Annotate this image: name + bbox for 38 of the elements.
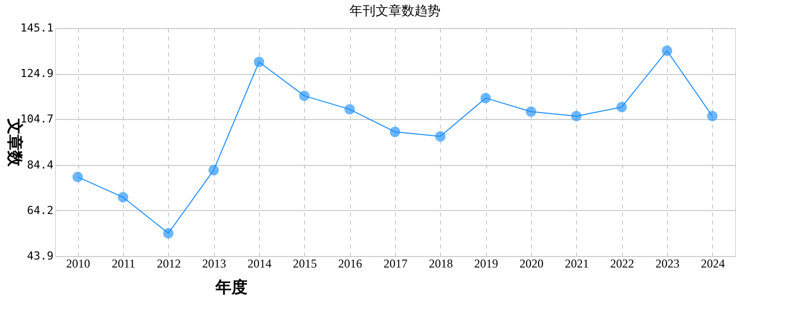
x-tick-label: 2023 <box>656 256 680 270</box>
x-tick-label: 2016 <box>338 256 362 270</box>
point <box>390 126 400 138</box>
x-tick-label: 2019 <box>474 256 498 270</box>
x-tick-label: 2022 <box>610 256 634 270</box>
x-tick-label: 2010 <box>66 256 90 270</box>
point <box>72 172 83 182</box>
y-tick-label: 145.1 <box>20 22 54 34</box>
x-tick-label: 2018 <box>428 256 453 270</box>
point <box>707 110 718 122</box>
x-tick-label: 2021 <box>564 256 589 270</box>
y-tick-label: 43.9 <box>27 250 54 262</box>
point <box>435 131 446 142</box>
point <box>616 102 627 112</box>
x-tick-label: 2011 <box>112 256 136 270</box>
point <box>662 46 672 56</box>
point <box>480 92 491 104</box>
y-axis-title: 文章数 <box>5 118 24 168</box>
point <box>118 192 128 202</box>
point <box>208 164 219 176</box>
y-tick-label: 124.9 <box>20 67 54 80</box>
x-tick-label: 2015 <box>292 256 317 270</box>
point <box>163 228 174 238</box>
y-tick-label: 64.2 <box>27 204 54 217</box>
point <box>299 90 310 102</box>
point <box>254 56 264 68</box>
x-tick-label: 2020 <box>520 256 544 270</box>
x-tick-label: 2014 <box>248 256 272 270</box>
x-axis-title: 年度 <box>214 278 248 296</box>
x-tick-label: 2012 <box>156 256 181 270</box>
chart-title: 年刊文章数趋势 <box>350 3 440 18</box>
y-tick-label: 84.4 <box>27 158 54 172</box>
point <box>526 106 536 117</box>
point <box>344 104 355 115</box>
x-tick-label: 2013 <box>202 256 226 270</box>
x-tick-label: 2024 <box>700 256 725 270</box>
x-tick-label: 2017 <box>384 256 408 270</box>
point <box>571 110 582 122</box>
